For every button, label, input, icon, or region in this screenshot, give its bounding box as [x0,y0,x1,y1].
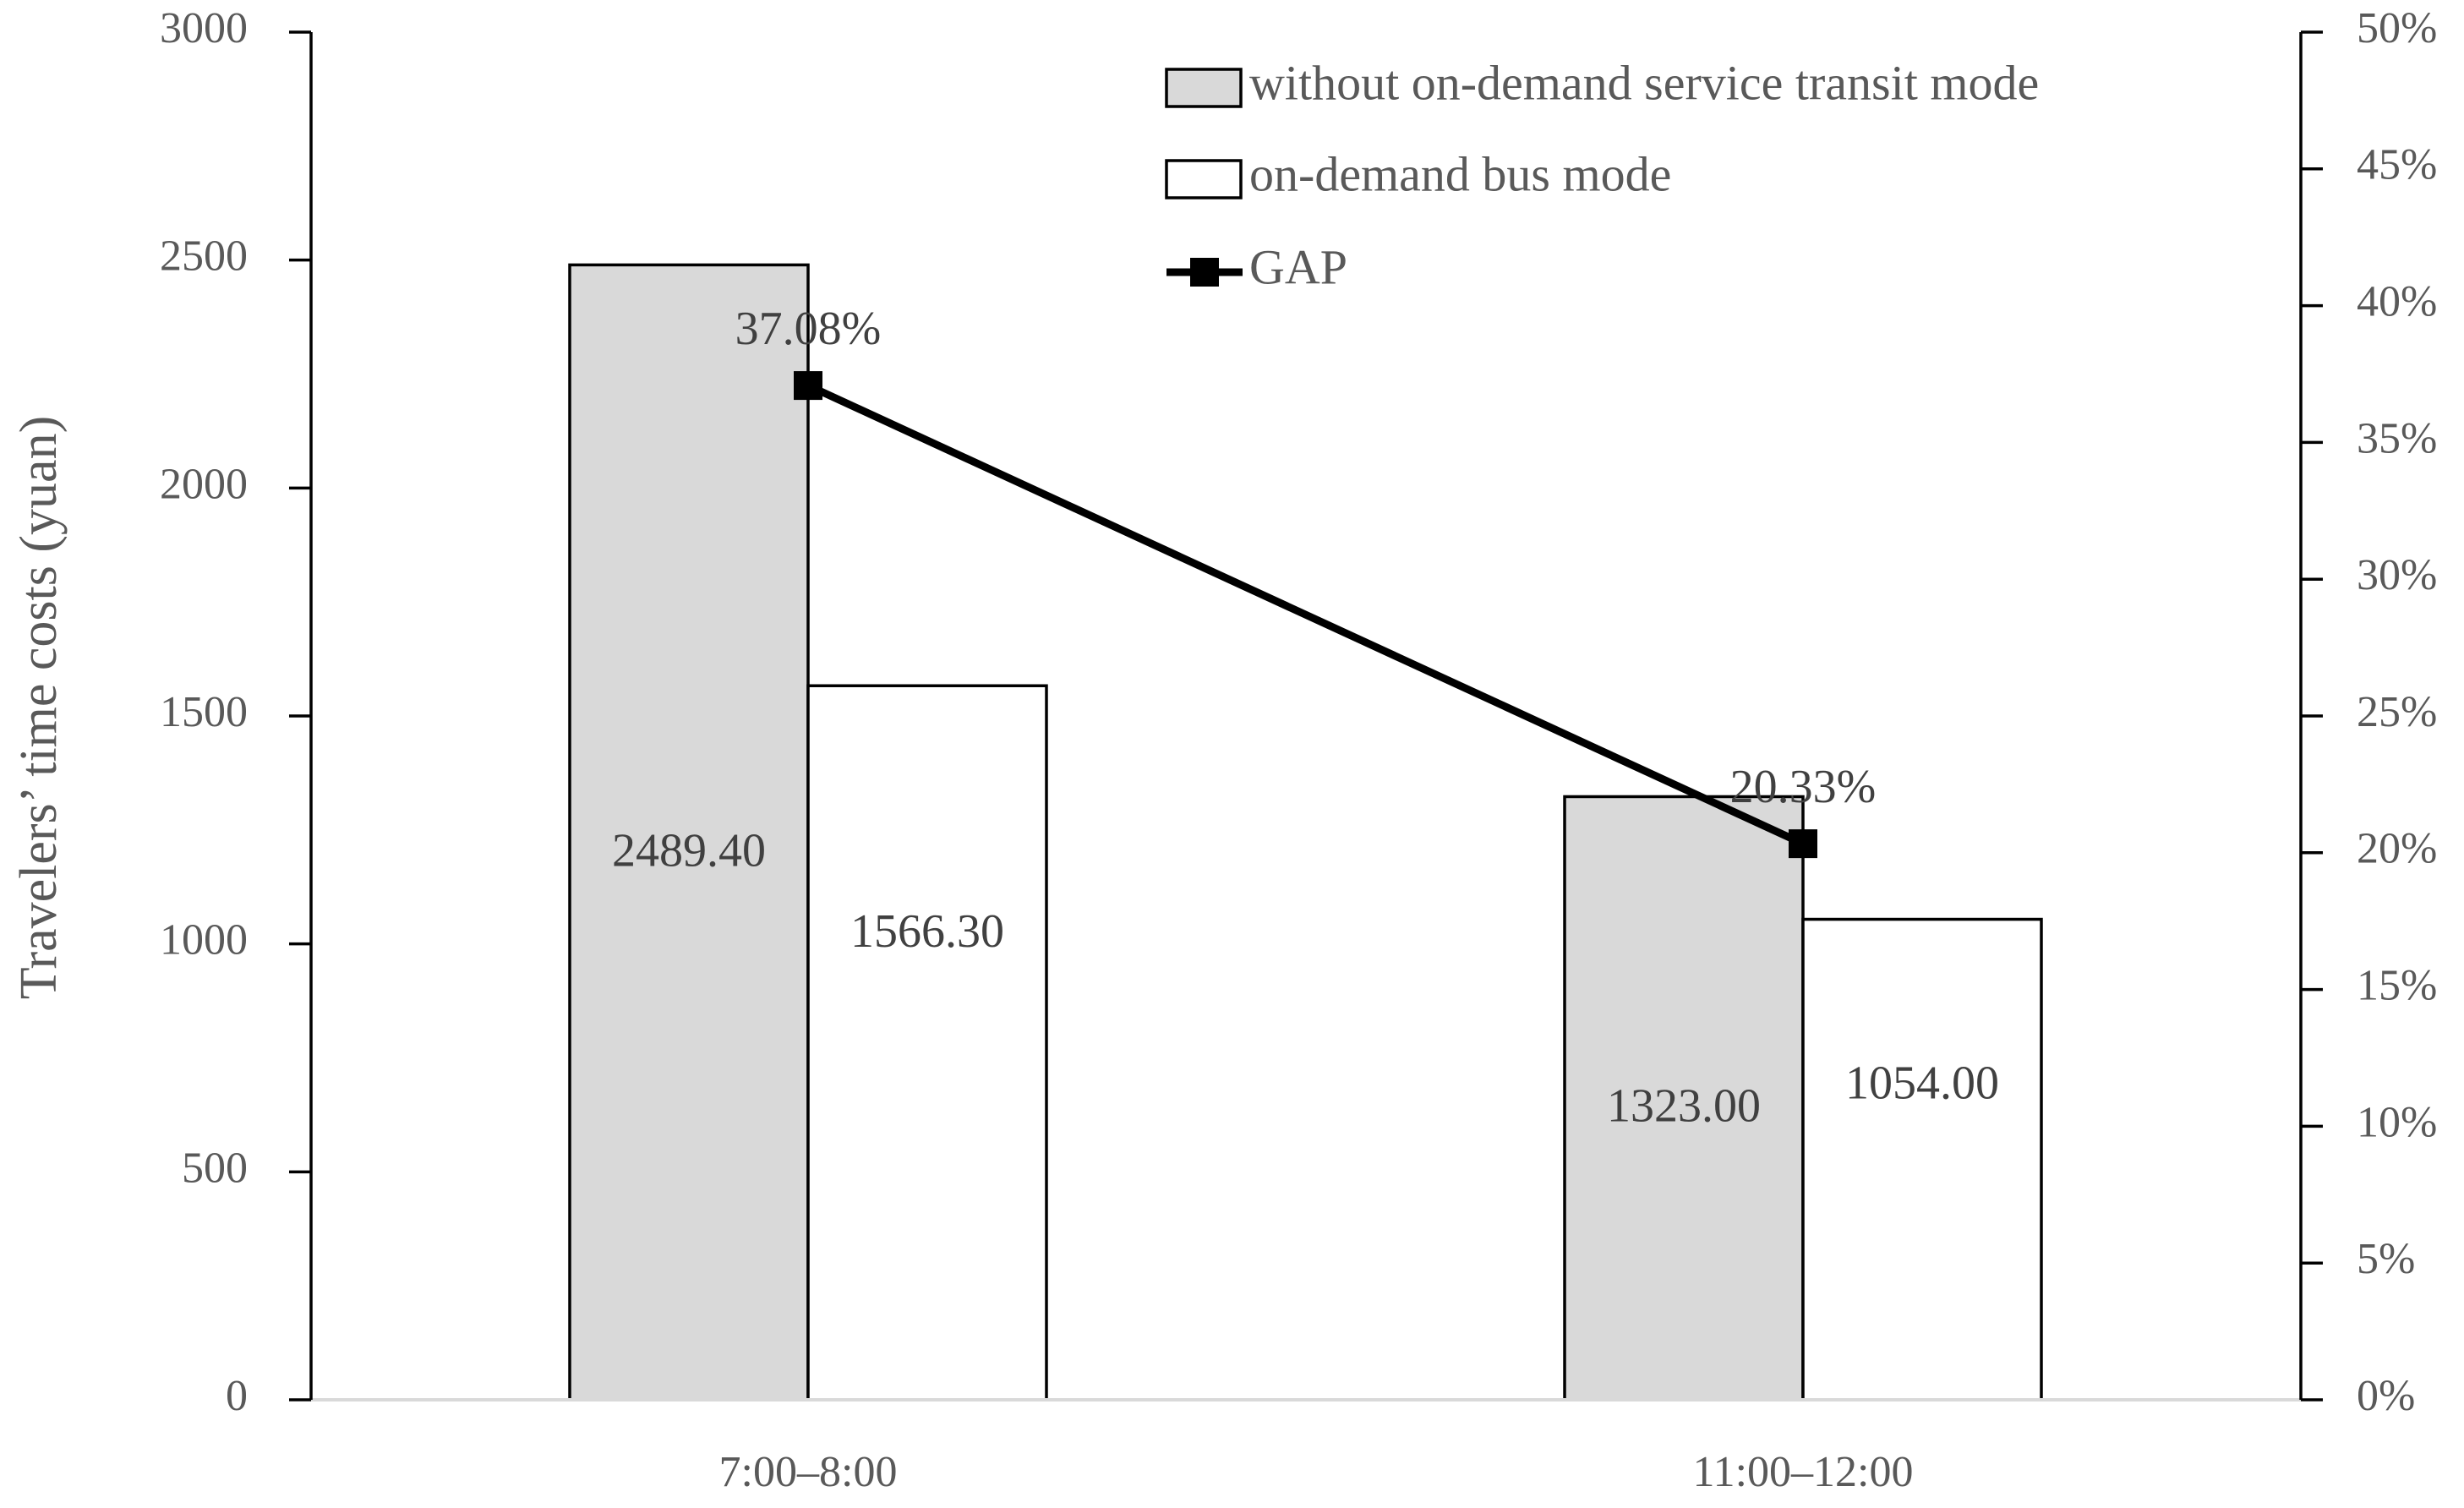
labels-layer: 2489.40 1566.30 1323.00 1054.00 37.08% 20.33% [612,303,1999,1132]
legend-swatch-on-demand-bus [1165,159,1243,199]
y-tick-label: 500 [182,1144,248,1192]
x-tick-label: 7:00–8:00 [719,1448,898,1496]
y2-tick-label: 15% [2357,962,2437,1010]
legend-marker-gap [1190,258,1219,287]
x-tick-label: 11:00–12:00 [1693,1448,1914,1496]
y2-tick-label: 25% [2357,688,2437,736]
bar-value-label: 1566.30 [850,905,1004,958]
y2-tick-label: 45% [2357,141,2437,189]
legend-label: GAP [1249,239,1347,294]
y2-tick-label: 40% [2357,278,2437,326]
y2-tick-label: 30% [2357,551,2437,599]
bar-on-demand-bus-0 [806,684,1048,1401]
y-tick-label: 3000 [160,4,248,52]
y-tick-label: 1000 [160,916,248,964]
bar-value-label: 1323.00 [1607,1079,1761,1132]
gap-value-label: 37.08% [735,303,882,355]
y2-tick-label: 20% [2357,825,2437,873]
gap-line [806,382,1805,848]
gap-marker [794,371,822,401]
y2-tick-label: 10% [2357,1098,2437,1146]
y2-tick-label: 50% [2357,4,2437,52]
y-tick-label: 0 [226,1372,248,1420]
y2-tick-label: 35% [2357,414,2437,462]
y-tick-label: 1500 [160,688,248,736]
gap-value-label: 20.33% [1730,761,1877,813]
axes-layer: 7:00–8:00 11:00–12:00 0 500 1000 1500 2000 2500… [10,4,2437,1496]
bar-value-label: 2489.40 [612,824,766,877]
legend: without on-demand service transit mode on… [1165,55,2039,294]
y2-tick-label: 5% [2357,1235,2415,1283]
y-tick-label: 2500 [160,232,248,281]
legend-swatch-without-on-demand [1165,68,1243,108]
y2-tick-label: 0% [2357,1372,2415,1420]
bars-layer [568,263,2043,1401]
legend-label: without on-demand service transit mode [1249,55,2039,110]
bar-without-on-demand-1 [1563,795,1805,1401]
y-tick-label: 2000 [160,460,248,508]
bar-value-label: 1054.00 [1845,1057,1999,1109]
bar-on-demand-bus-1 [1801,917,2043,1401]
legend-label: on-demand bus mode [1249,146,1671,201]
gap-marker [1789,829,1817,859]
y-axis-title: Travelers’ time costs (yuan) [10,416,68,999]
line-layer [794,371,1817,859]
bar-without-on-demand-0 [568,263,810,1401]
